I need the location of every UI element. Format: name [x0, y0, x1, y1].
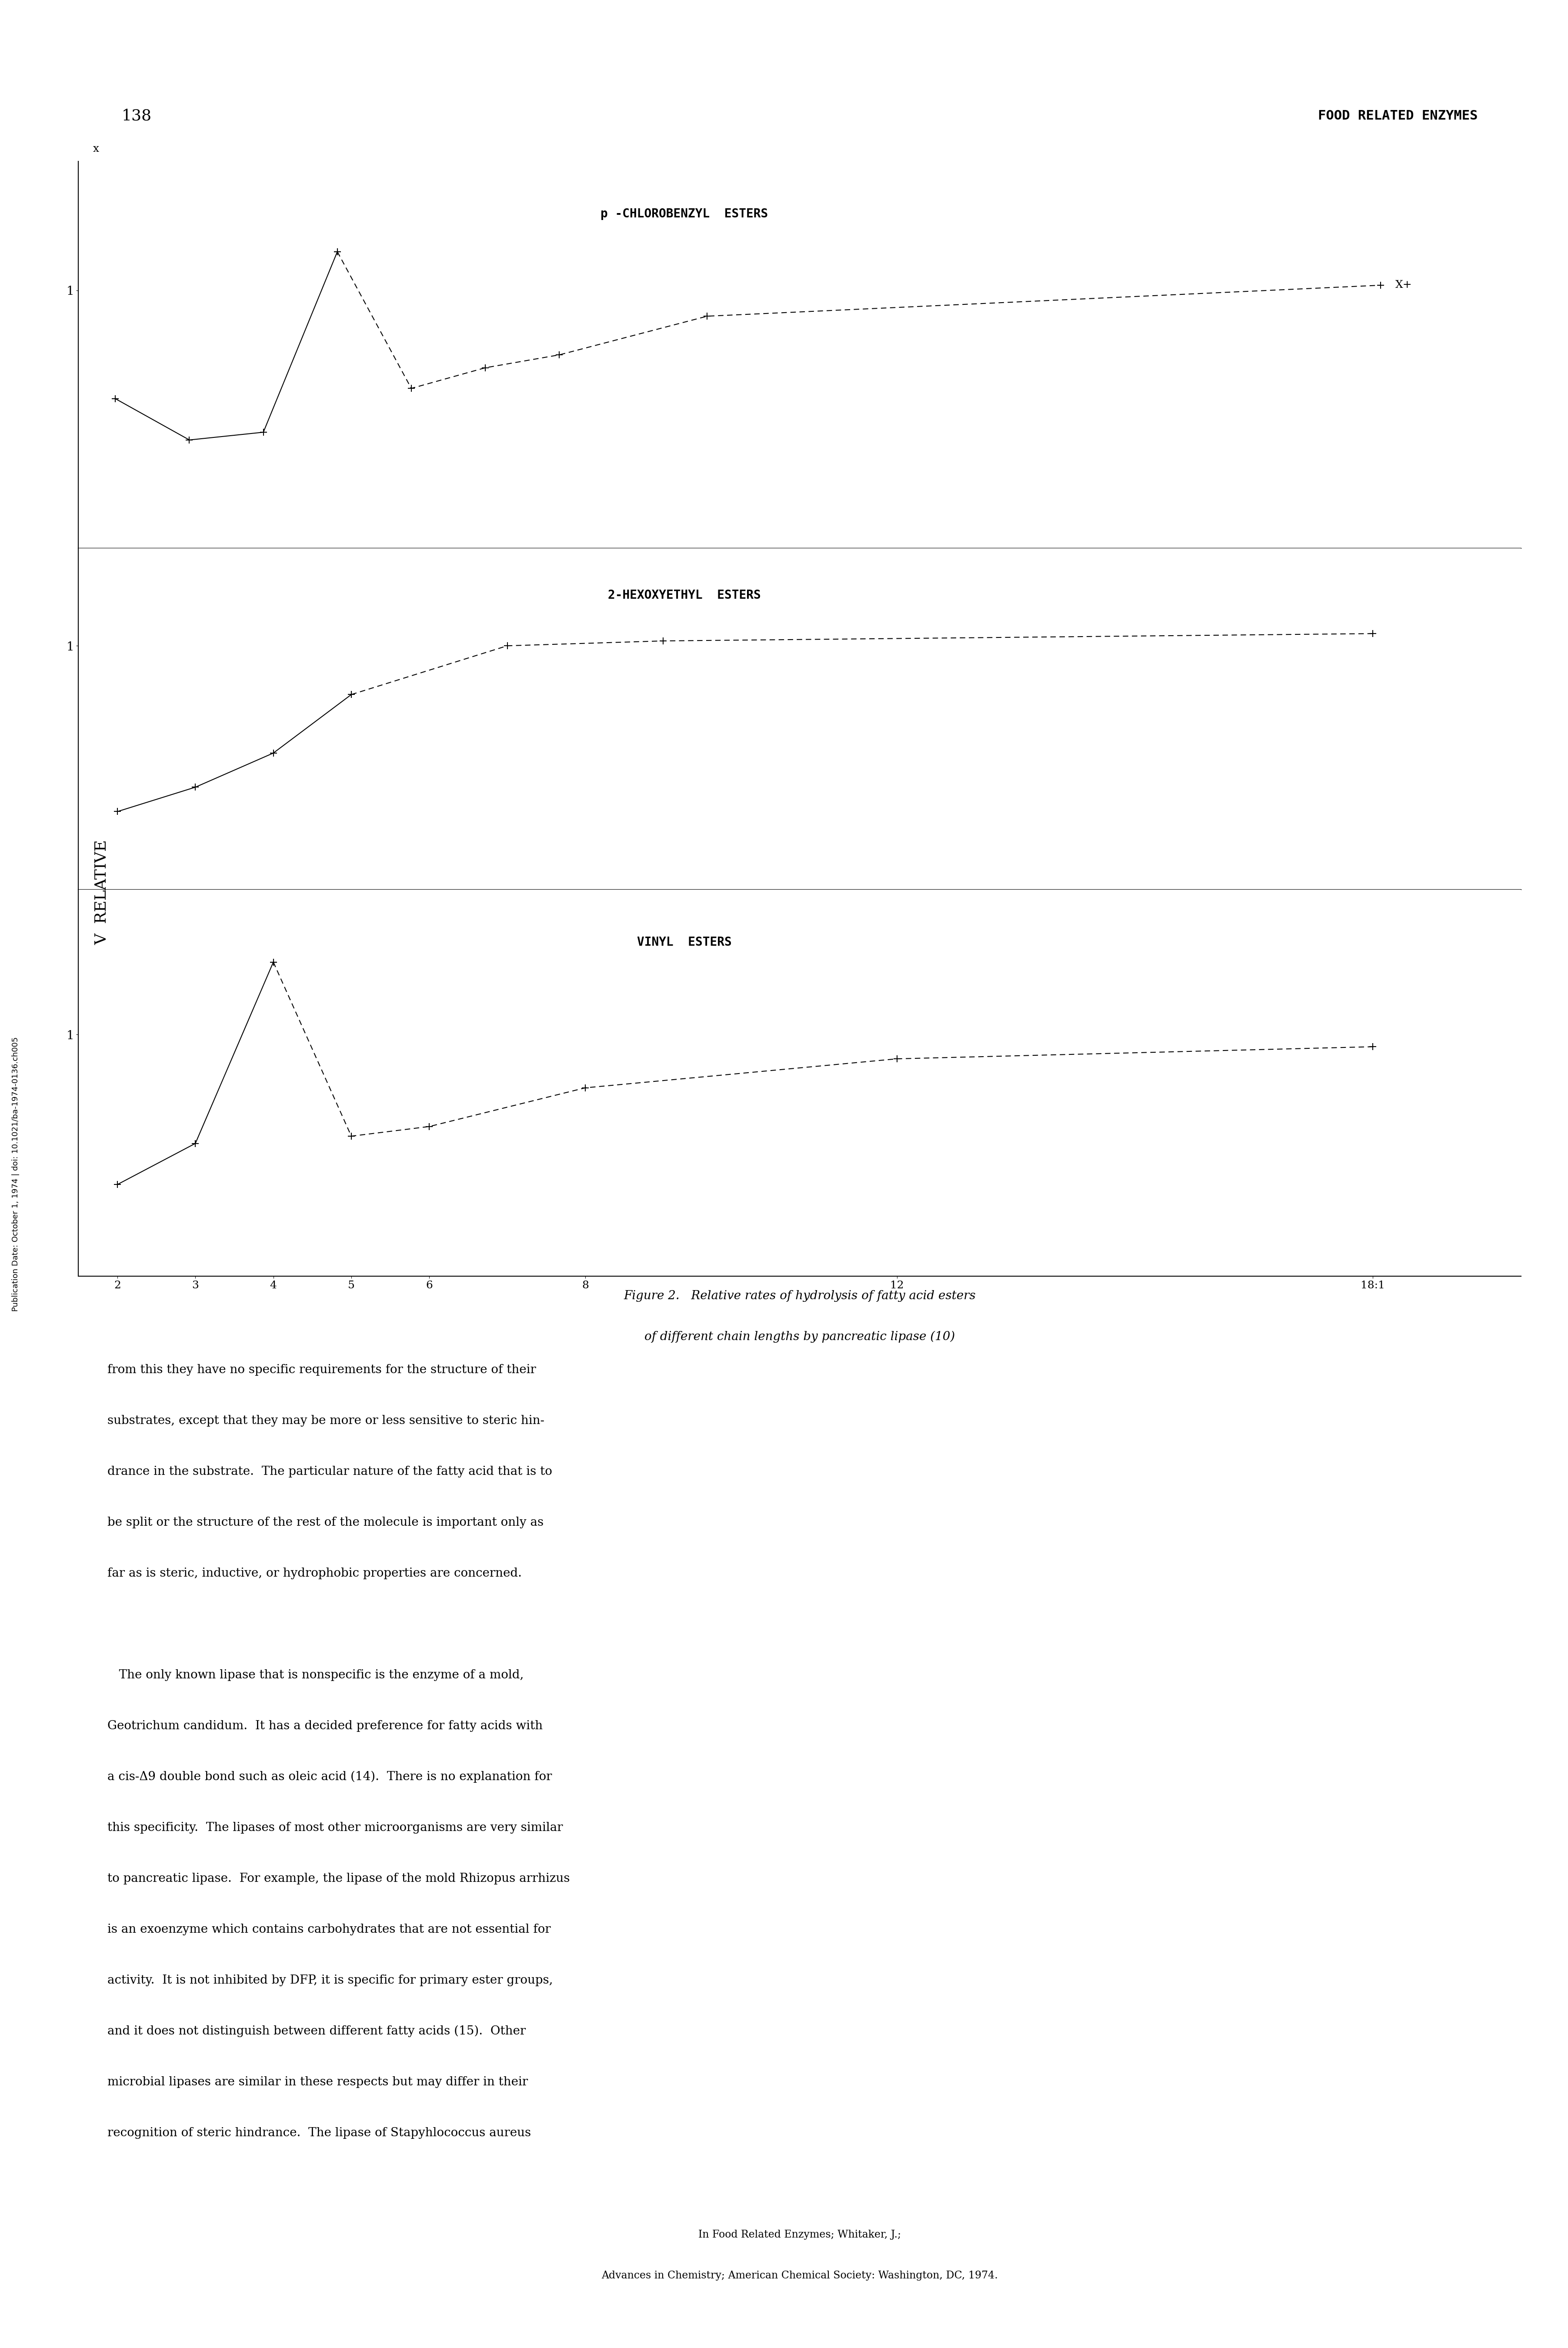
Text: substrates, except that they may be more or less sensitive to steric hin-: substrates, except that they may be more… — [107, 1416, 544, 1428]
Text: far as is steric, inductive, or hydrophobic properties are concerned.: far as is steric, inductive, or hydropho… — [107, 1568, 522, 1580]
Text: V  RELATIVE: V RELATIVE — [94, 841, 110, 944]
Text: a cis-Δ9 double bond such as oleic acid (14).  There is no explanation for: a cis-Δ9 double bond such as oleic acid … — [107, 1770, 552, 1782]
Text: microbial lipases are similar in these respects but may differ in their: microbial lipases are similar in these r… — [107, 2076, 528, 2087]
Text: and it does not distinguish between different fatty acids (15).  Other: and it does not distinguish between diff… — [107, 2026, 525, 2038]
Text: is an exoenzyme which contains carbohydrates that are not essential for: is an exoenzyme which contains carbohydr… — [107, 1923, 550, 1935]
Text: recognition of steric hindrance.  The lipase of Stapyhlococcus aureus: recognition of steric hindrance. The lip… — [107, 2127, 532, 2139]
Text: In Food Related Enzymes; Whitaker, J.;: In Food Related Enzymes; Whitaker, J.; — [698, 2231, 902, 2240]
Text: 138: 138 — [122, 108, 152, 124]
Text: The only known lipase that is nonspecific is the enzyme of a mold,: The only known lipase that is nonspecifi… — [107, 1669, 524, 1681]
Text: this specificity.  The lipases of most other microorganisms are very similar: this specificity. The lipases of most ot… — [107, 1822, 563, 1834]
Text: x: x — [93, 143, 99, 153]
Text: be split or the structure of the rest of the molecule is important only as: be split or the structure of the rest of… — [107, 1517, 544, 1529]
Text: drance in the substrate.  The particular nature of the fatty acid that is to: drance in the substrate. The particular … — [107, 1465, 552, 1477]
Text: X+: X+ — [1396, 279, 1413, 291]
Text: VINYL  ESTERS: VINYL ESTERS — [637, 937, 732, 949]
Text: FOOD RELATED ENZYMES: FOOD RELATED ENZYMES — [1317, 110, 1477, 122]
Text: of different chain lengths by pancreatic lipase (10): of different chain lengths by pancreatic… — [644, 1331, 955, 1343]
Text: Figure 2.   Relative rates of hydrolysis of fatty acid esters: Figure 2. Relative rates of hydrolysis o… — [624, 1289, 975, 1301]
Text: to pancreatic lipase.  For example, the lipase of the mold Rhizopus arrhizus: to pancreatic lipase. For example, the l… — [107, 1874, 569, 1885]
Text: p -CHLOROBENZYL  ESTERS: p -CHLOROBENZYL ESTERS — [601, 209, 768, 221]
Text: Publication Date: October 1, 1974 | doi: 10.1021/ba-1974-0136.ch005: Publication Date: October 1, 1974 | doi:… — [13, 1038, 19, 1310]
Text: activity.  It is not inhibited by DFP, it is specific for primary ester groups,: activity. It is not inhibited by DFP, it… — [107, 1975, 554, 1986]
Text: from this they have no specific requirements for the structure of their: from this they have no specific requirem… — [107, 1364, 536, 1376]
Text: 2-HEXOXYETHYL  ESTERS: 2-HEXOXYETHYL ESTERS — [608, 589, 760, 601]
Text: Advances in Chemistry; American Chemical Society: Washington, DC, 1974.: Advances in Chemistry; American Chemical… — [602, 2271, 997, 2280]
Text: Geotrichum candidum.  It has a decided preference for fatty acids with: Geotrichum candidum. It has a decided pr… — [107, 1721, 543, 1733]
